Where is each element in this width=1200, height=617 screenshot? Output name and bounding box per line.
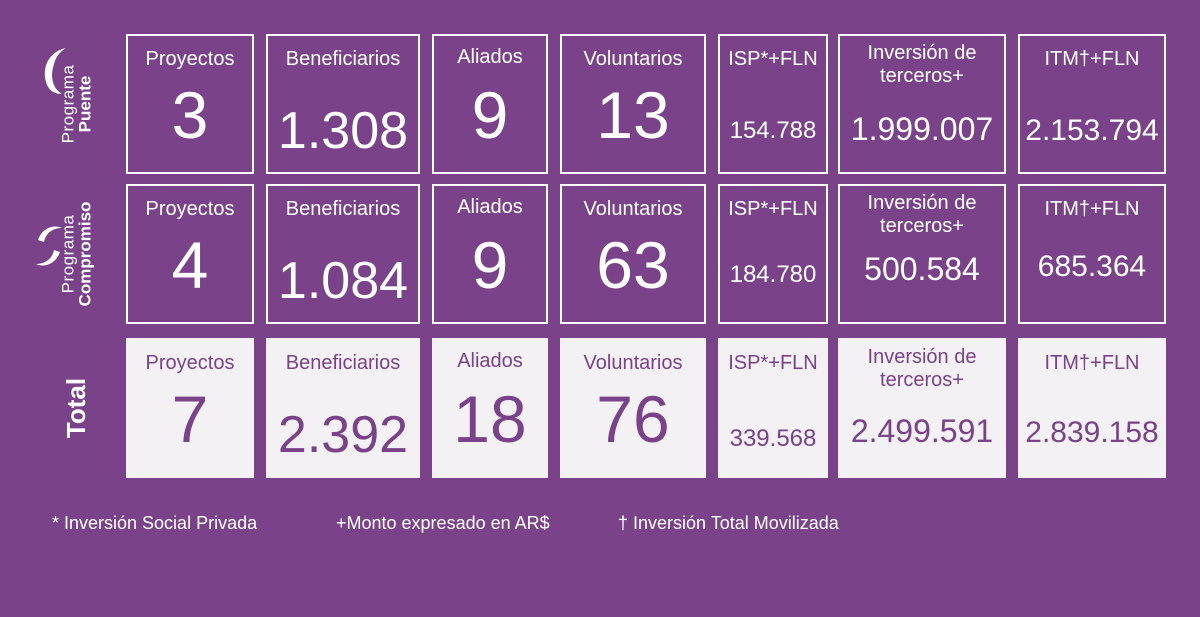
cell-label: Beneficiarios (285, 352, 401, 374)
cell-value: 1.084 (277, 252, 409, 310)
footnote-itm: † Inversión Total Movilizada (618, 513, 839, 533)
footnote-monto: +Monto expresado en AR$ (336, 513, 550, 533)
cell-label: Proyectos (145, 198, 235, 220)
cell-value: 685.364 (1037, 250, 1147, 283)
crescent-swoosh-icon (44, 48, 66, 94)
cell-value: 184.780 (729, 261, 817, 288)
cell-label: Aliados (457, 350, 523, 372)
cell-inversion-terceros: Inversión de terceros+ 500.584 (838, 184, 1006, 324)
cell-beneficiarios: Beneficiarios 1.308 (266, 34, 420, 174)
cell-value: 18 (453, 382, 527, 456)
cell-label: ISP*+FLN (728, 352, 818, 374)
cell-value: 2.499.591 (850, 413, 994, 449)
cell-isp: ISP*+FLN 339.568 (718, 338, 828, 478)
cell-isp: ISP*+FLN 184.780 (718, 184, 828, 324)
cell-label: Inversión de terceros+ (867, 192, 977, 237)
cell-value: 7 (171, 382, 209, 456)
cell-value: 63 (596, 228, 670, 302)
cell-value: 2.839.158 (1025, 416, 1159, 449)
double-swoosh-icon (36, 226, 62, 266)
cell-itm: ITM†+FLN 685.364 (1018, 184, 1166, 324)
cell-proyectos: Proyectos 3 (126, 34, 254, 174)
cell-label: Proyectos (145, 48, 235, 70)
cell-aliados: Aliados 18 (432, 338, 548, 478)
row-label-line2: Compromiso (75, 201, 94, 307)
cell-label: Voluntarios (583, 48, 683, 70)
cell-beneficiarios: Beneficiarios 1.084 (266, 184, 420, 324)
footnote-isp: * Inversión Social Privada (52, 513, 258, 533)
cell-value: 500.584 (864, 251, 980, 287)
cell-value: 3 (171, 78, 209, 152)
cell-value: 13 (596, 78, 670, 152)
cell-proyectos: Proyectos 4 (126, 184, 254, 324)
cell-label: ITM†+FLN (1044, 352, 1140, 374)
cell-label: ITM†+FLN (1044, 198, 1140, 220)
cell-value: 1.999.007 (850, 111, 994, 147)
cell-label: Inversión de terceros+ (867, 346, 977, 391)
cell-value: 1.308 (277, 102, 409, 160)
cell-voluntarios: Voluntarios 76 (560, 338, 706, 478)
cell-value: 76 (596, 382, 670, 456)
footnotes: * Inversión Social Privada +Monto expres… (0, 513, 1200, 539)
cell-label: Aliados (457, 46, 523, 68)
cell-value: 2.153.794 (1025, 114, 1159, 147)
cell-label: Aliados (457, 196, 523, 218)
row-label-line2: Puente (74, 75, 94, 133)
cell-label: ITM†+FLN (1044, 48, 1140, 70)
cell-inversion-terceros: Inversión de terceros+ 1.999.007 (838, 34, 1006, 174)
cell-value: 4 (171, 228, 209, 302)
cell-isp: ISP*+FLN 154.788 (718, 34, 828, 174)
cell-itm: ITM†+FLN 2.839.158 (1018, 338, 1166, 478)
cell-label: Beneficiarios (285, 198, 401, 220)
row-label-total: Total (36, 338, 116, 478)
cell-label: Beneficiarios (285, 48, 401, 70)
cell-itm: ITM†+FLN 2.153.794 (1018, 34, 1166, 174)
cell-value: 339.568 (729, 425, 817, 452)
cell-label: ISP*+FLN (728, 198, 818, 220)
cell-aliados: Aliados 9 (432, 184, 548, 324)
cell-voluntarios: Voluntarios 63 (560, 184, 706, 324)
cell-beneficiarios: Beneficiarios 2.392 (266, 338, 420, 478)
cell-label: Proyectos (145, 352, 235, 374)
cell-value: 9 (471, 78, 509, 152)
cell-label: Inversión de terceros+ (867, 42, 977, 87)
cell-label: ISP*+FLN (728, 48, 818, 70)
cell-value: 2.392 (277, 406, 409, 464)
cell-inversion-terceros: Inversión de terceros+ 2.499.591 (838, 338, 1006, 478)
row-label-total-text: Total (61, 377, 91, 439)
cell-proyectos: Proyectos 7 (126, 338, 254, 478)
cell-aliados: Aliados 9 (432, 34, 548, 174)
cell-voluntarios: Voluntarios 13 (560, 34, 706, 174)
cell-label: Voluntarios (583, 352, 683, 374)
cell-label: Voluntarios (583, 198, 683, 220)
cell-value: 154.788 (729, 117, 817, 144)
cell-value: 9 (471, 228, 509, 302)
